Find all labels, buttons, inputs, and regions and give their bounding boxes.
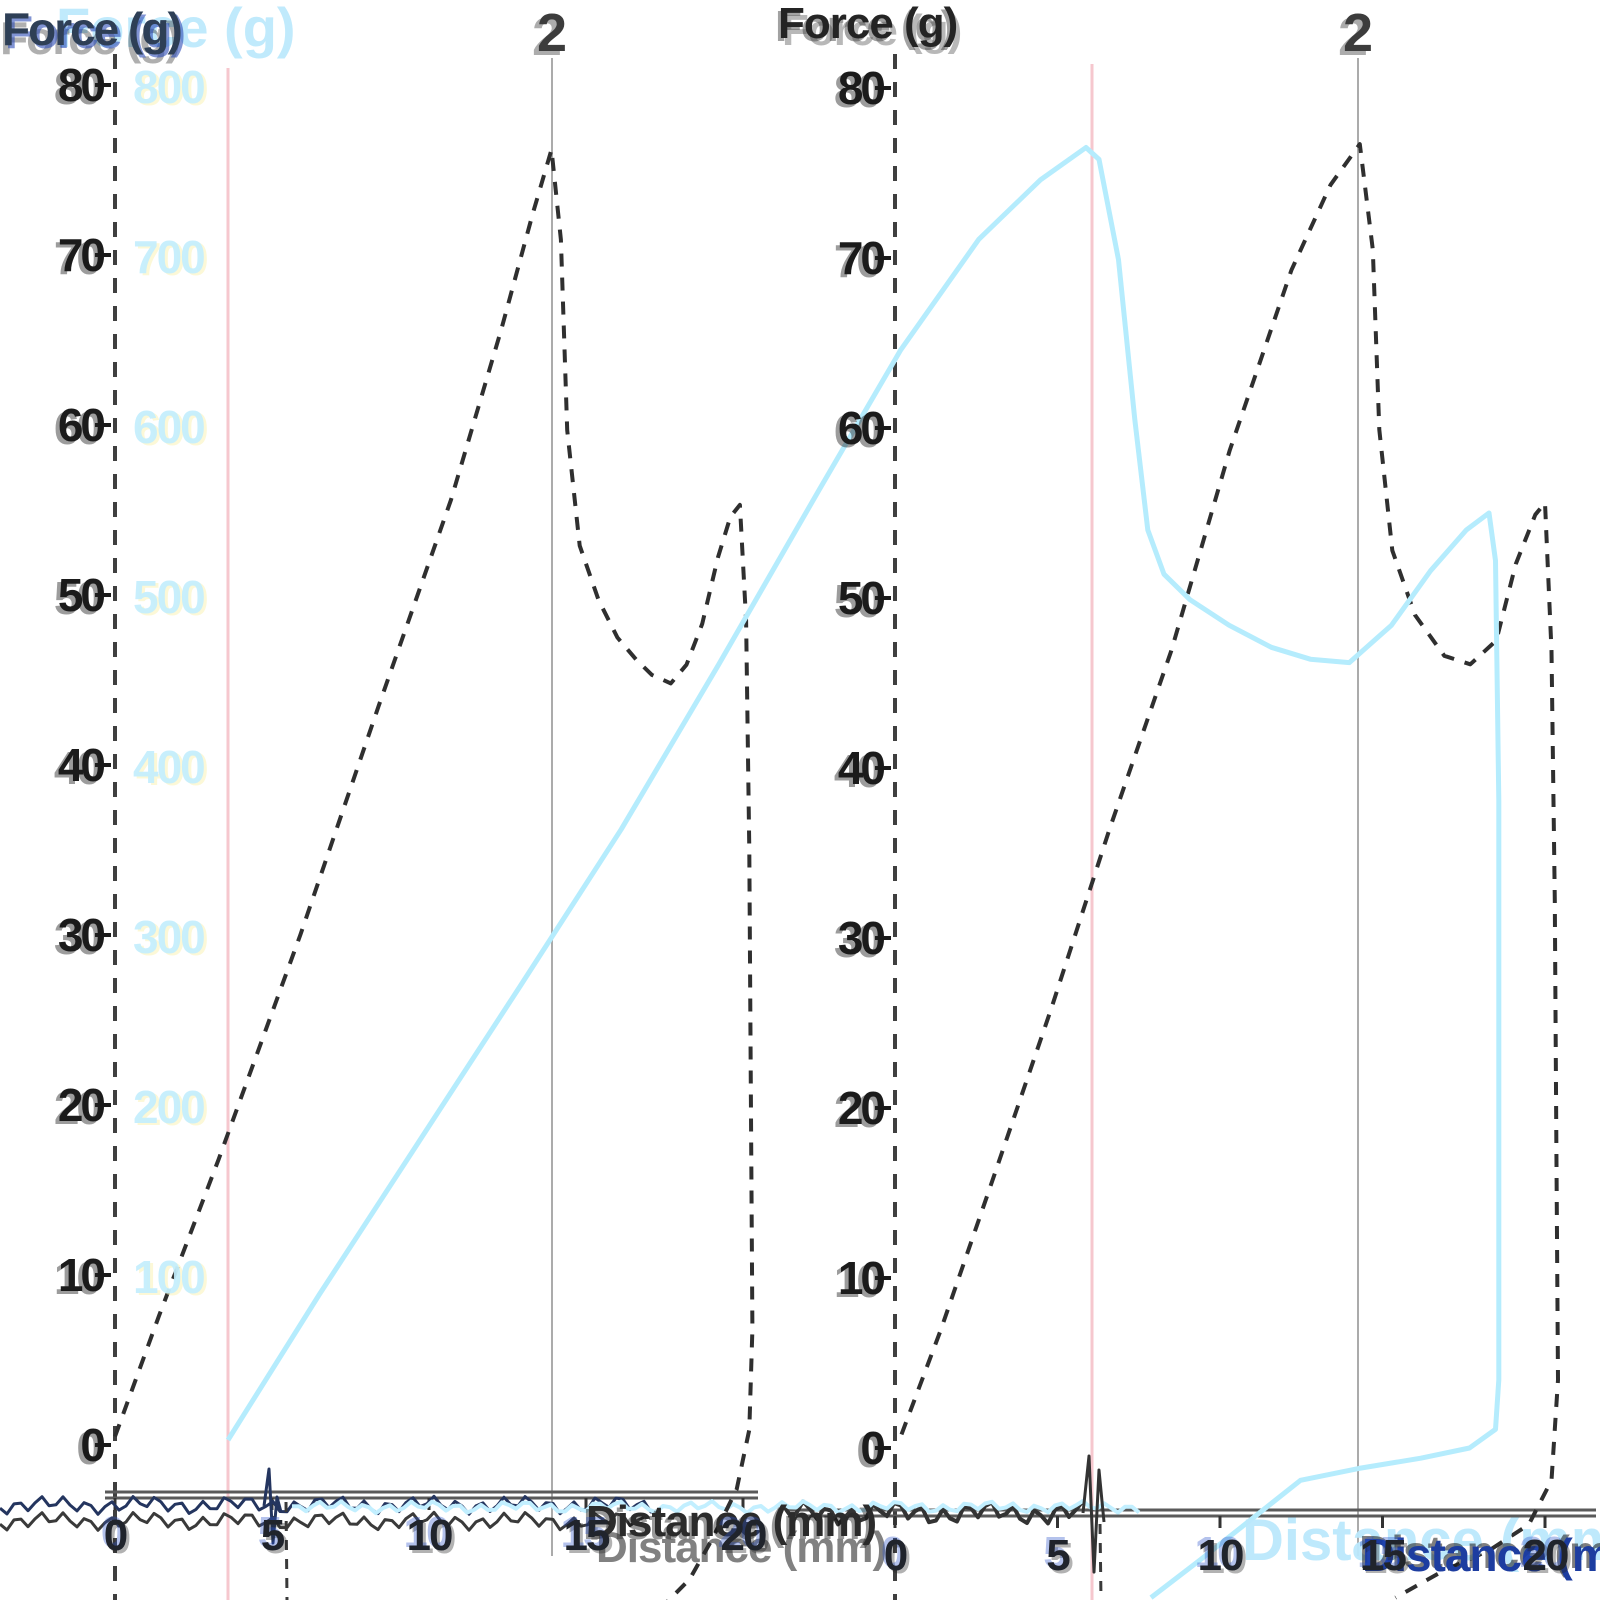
x-tick-label-x_left-20: 20 (720, 1511, 768, 1560)
y-tick-label-r-20: 20 (837, 1082, 886, 1134)
y-tick-label-r-10: 10 (837, 1252, 886, 1304)
x-tick-label-x_right-20: 20 (1522, 1531, 1570, 1580)
y-tick-label-l-20: 20 (57, 1079, 106, 1131)
x-axis-title-left: Distance (mm) (586, 1497, 877, 1546)
y-tick-ghost-label-600: 600 (133, 401, 206, 453)
y-tick-label-r-40: 40 (837, 742, 886, 794)
y-tick-ghost-label-500: 500 (133, 571, 206, 623)
y-tick-ghost-label-300: 300 (133, 911, 206, 963)
trigger-spike-right (1081, 1454, 1106, 1574)
y-tick-label-r-50: 50 (837, 572, 886, 624)
y-tick-label-r-70: 70 (837, 232, 886, 284)
x-tick-label-x_right-5: 5 (1046, 1531, 1071, 1580)
y-tick-label-r-30: 30 (837, 912, 886, 964)
y-tick-label-r-0: 0 (860, 1422, 886, 1474)
peak-marker-label-2: 2 (1342, 3, 1374, 63)
y-tick-label-l-10: 10 (57, 1249, 106, 1301)
y-tick-label-l-80: 80 (57, 59, 106, 111)
below-axis-dash-1 (284, 1501, 289, 1600)
force-curve-cyan (225, 145, 1502, 1600)
baseline-noise-cyan (292, 1498, 1141, 1516)
x-tick-label-x_right-10: 10 (1197, 1531, 1245, 1580)
x-tick-label-x_left-0: 0 (103, 1511, 129, 1560)
x-axis-title-right: Distance (mm) (1362, 1529, 1600, 1581)
y-tick-ghost-label-200: 200 (133, 1081, 206, 1133)
force-curve-test1 (113, 147, 755, 1600)
y-tick-label-l-0: 0 (80, 1419, 106, 1471)
y-tick-label-l-60: 60 (57, 399, 106, 451)
y-tick-label-l-50: 50 (57, 569, 106, 621)
y-tick-label-l-30: 30 (57, 909, 106, 961)
peak-marker-label-1: 2 (536, 3, 568, 63)
y-tick-label-r-60: 60 (837, 402, 886, 454)
trigger-spike-left (262, 1467, 283, 1545)
force-curve-test2 (899, 142, 1560, 1600)
y-axis-title-left: Force (g) (2, 3, 183, 55)
y-tick-label-l-70: 70 (57, 229, 106, 281)
x-tick-label-x_left-5: 5 (260, 1511, 286, 1560)
x-tick-label-x_left-10: 10 (406, 1511, 454, 1560)
y-tick-label-r-80: 80 (837, 62, 886, 114)
below-axis-dash-2 (1098, 1523, 1103, 1600)
x-tick-label-x_left-15: 15 (563, 1511, 611, 1560)
x-tick-label-x_right-0: 0 (883, 1531, 909, 1580)
y-tick-ghost-label-800: 800 (133, 61, 206, 113)
y-tick-label-l-40: 40 (57, 739, 106, 791)
y-tick-ghost-label-700: 700 (133, 231, 206, 283)
x-axis-title-ghost-cyan: Distance (mm) (1242, 1508, 1600, 1573)
baseline-noise-dark-right (780, 1499, 1085, 1527)
y-tick-ghost-label-100: 100 (133, 1251, 206, 1303)
x-tick-label-x_right-15: 15 (1360, 1531, 1407, 1580)
y-axis-title-ghost-cyan: Force (g) (56, 0, 296, 59)
y-axis-title-right: Force (g) (778, 0, 958, 48)
y-tick-ghost-label-400: 400 (133, 741, 206, 793)
baseline-noise-dark-left (0, 1510, 645, 1532)
